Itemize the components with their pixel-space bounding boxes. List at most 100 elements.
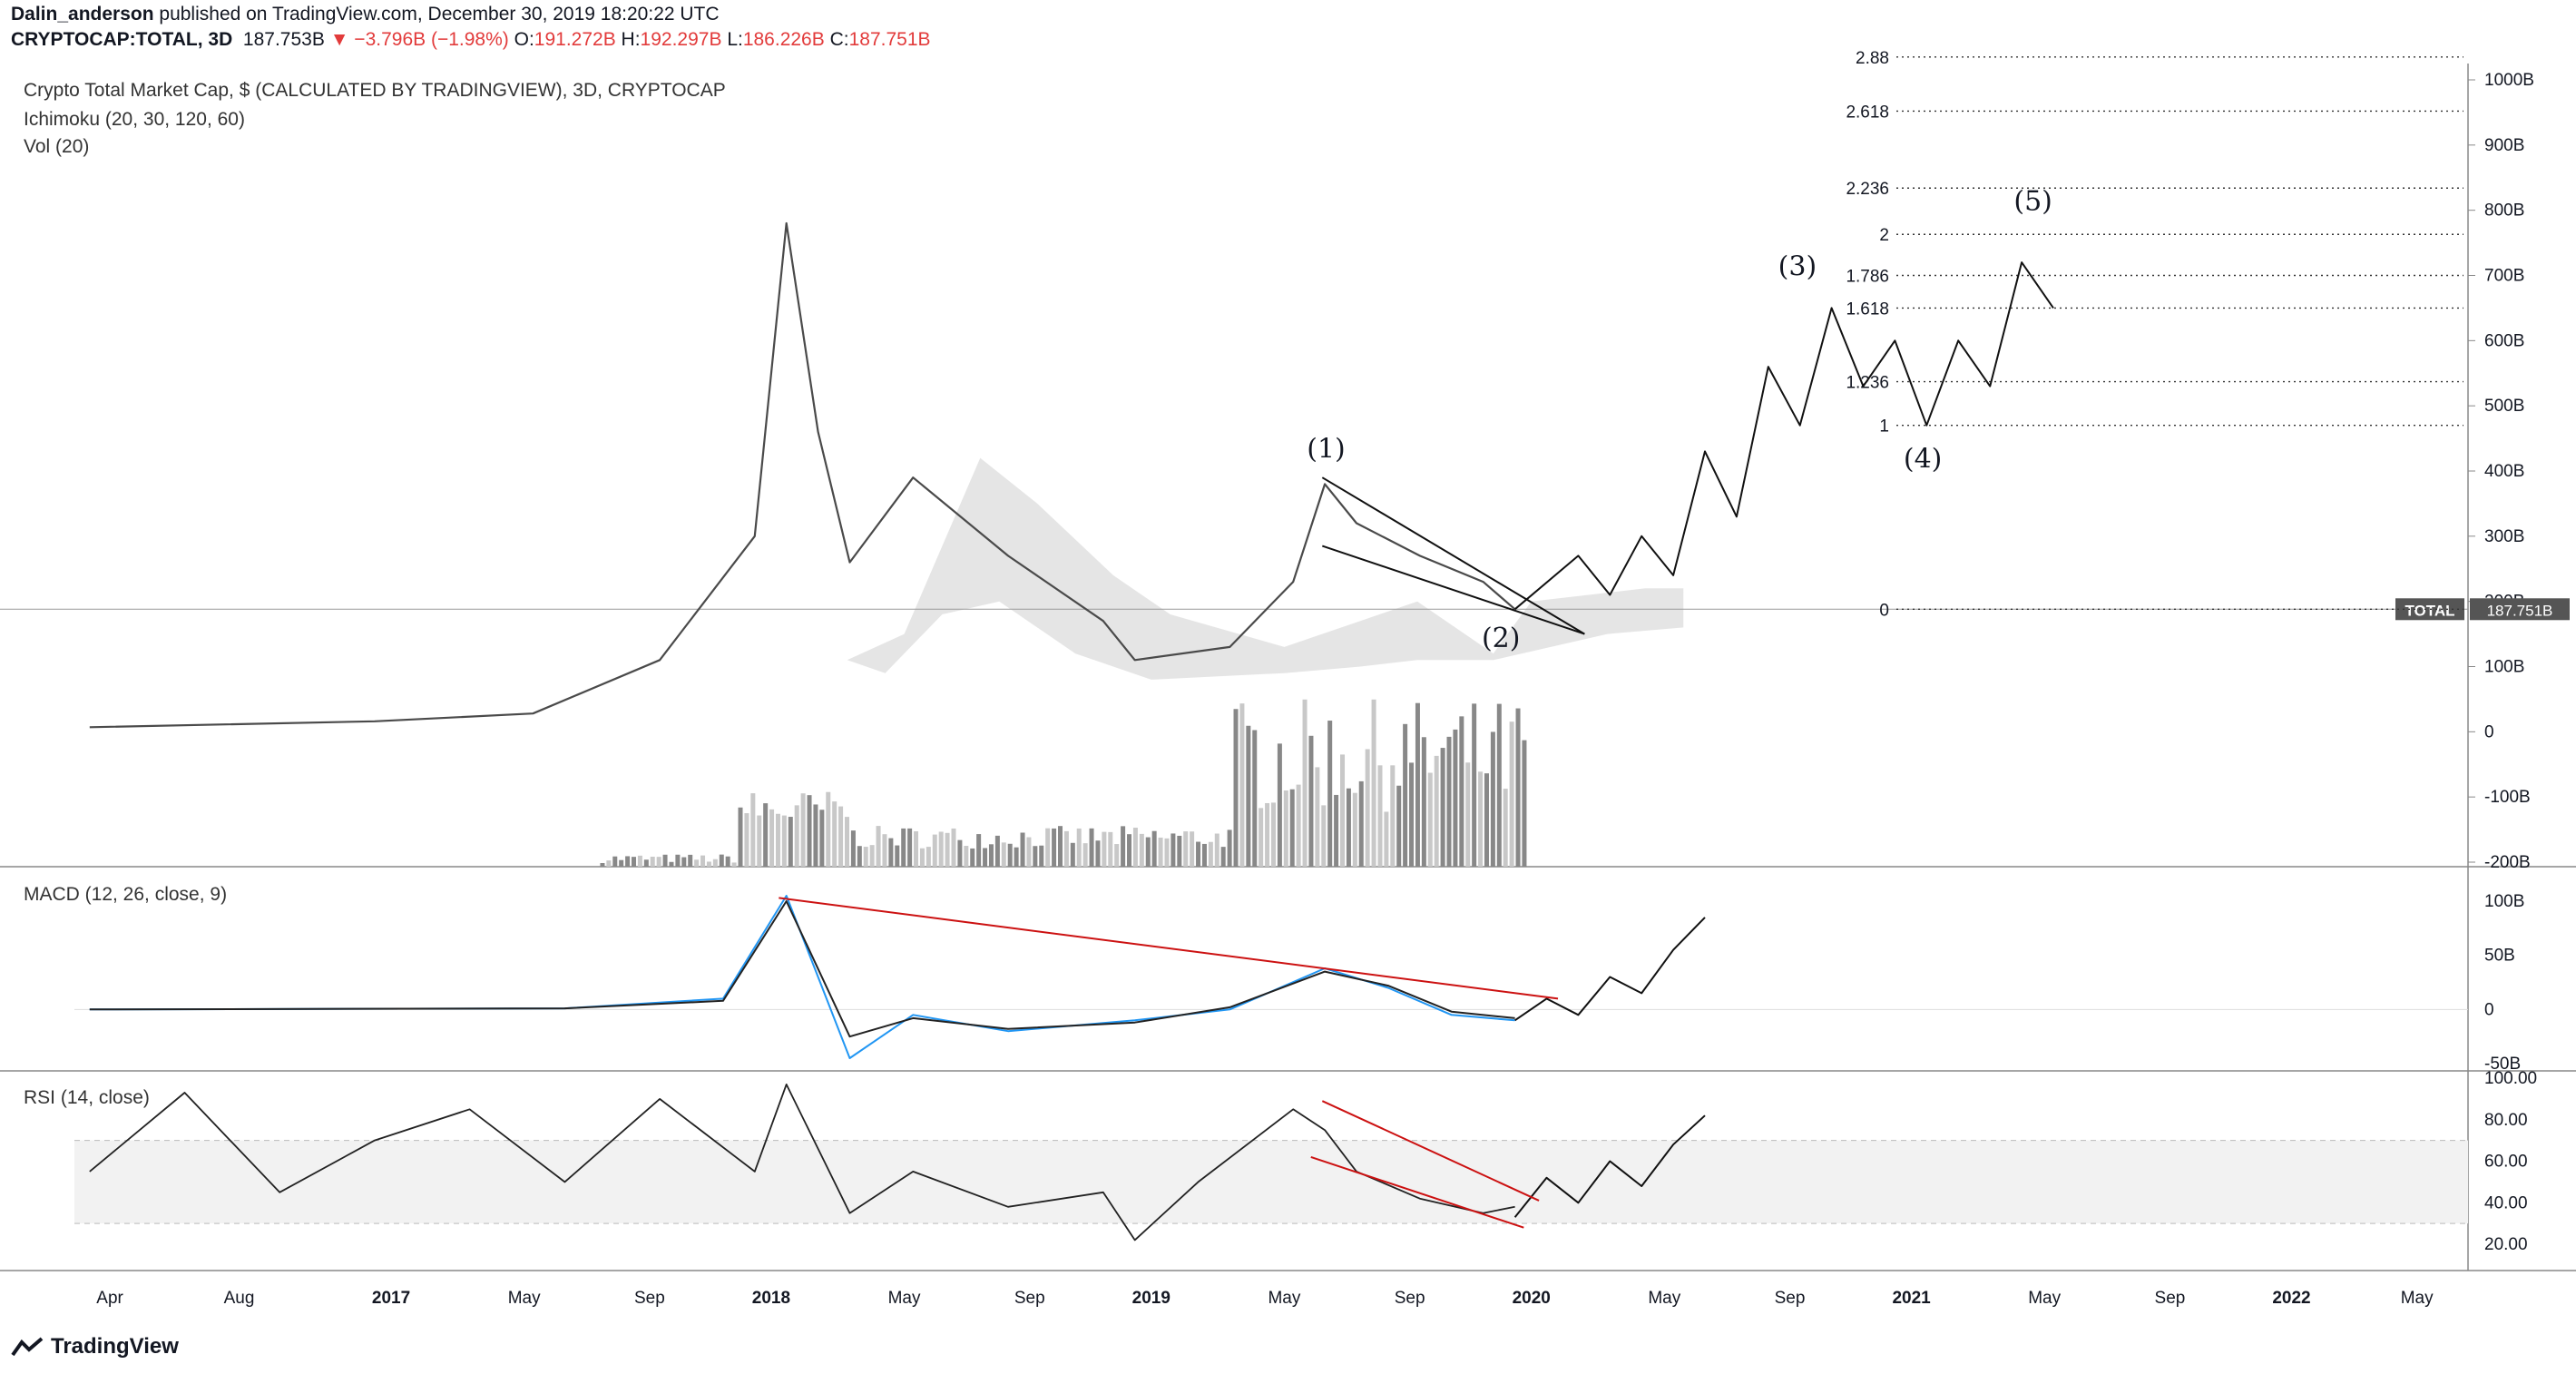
volume-bar <box>600 862 605 867</box>
close-value: 187.751B <box>848 29 931 50</box>
volume-bar <box>1365 749 1370 867</box>
volume-bar <box>1484 773 1489 867</box>
volume-bar <box>1164 838 1170 867</box>
volume-bar <box>637 855 642 867</box>
volume-bar <box>1515 708 1521 867</box>
time-axis-label: Sep <box>1775 1289 1806 1308</box>
volume-bar <box>650 857 655 867</box>
macd-trendline <box>779 897 1559 1000</box>
volume-bar <box>1201 843 1207 867</box>
rsi-axis-label: 40.00 <box>2484 1193 2528 1212</box>
time-axis-label: 2022 <box>2272 1289 2310 1308</box>
volume-bar <box>869 845 875 867</box>
price-series-line <box>89 221 1516 729</box>
volume-bar <box>1145 837 1151 867</box>
price-axis-label: 600B <box>2484 331 2524 350</box>
price-axis-label: 400B <box>2484 462 2524 481</box>
volume-bar <box>1052 828 1057 867</box>
wave-label: (1) <box>1307 434 1346 466</box>
main-pane-title[interactable]: Crypto Total Market Cap, $ (CALCULATED B… <box>24 80 726 101</box>
volume-bar <box>1170 833 1176 867</box>
symbol-legend: CRYPTOCAP:TOTAL, 3D 187.753B ▼ −3.796B (… <box>11 29 931 51</box>
publish-info: Dalin_anderson published on TradingView.… <box>11 4 720 25</box>
volume-bar <box>951 828 956 867</box>
price-axis-label: -200B <box>2484 853 2531 872</box>
volume-bar <box>1102 831 1107 867</box>
volume-bar <box>957 839 963 867</box>
volume-bar <box>1252 730 1258 867</box>
wave-label: (5) <box>2013 186 2052 218</box>
volume-bar <box>688 854 693 867</box>
volume-bar <box>1415 702 1420 867</box>
volume-bar <box>994 835 1000 867</box>
volume-bar <box>819 810 825 867</box>
volume-bar <box>1190 831 1195 867</box>
volume-bar <box>1277 743 1282 867</box>
volume-bar <box>1490 731 1495 867</box>
volume-bar <box>1409 762 1415 867</box>
rsi-axis-label: 60.00 <box>2484 1153 2528 1172</box>
volume-bar <box>1453 729 1458 867</box>
volume-bar <box>907 828 913 867</box>
triangle-upper-trendline <box>1321 476 1585 635</box>
volume-bar <box>1121 826 1126 867</box>
volume-bar <box>857 846 862 867</box>
volume-bar <box>1315 767 1320 867</box>
volume-bar <box>863 847 868 867</box>
volume-bar <box>800 793 806 867</box>
price-axis-label: 1000B <box>2484 71 2534 90</box>
rsi-legend[interactable]: RSI (14, close) <box>24 1087 150 1108</box>
volume-bar <box>1308 735 1314 867</box>
wave-label: (4) <box>1904 443 1943 475</box>
volume-bar <box>938 831 944 867</box>
volume-legend[interactable]: Vol (20) <box>24 136 90 157</box>
symbol-name[interactable]: CRYPTOCAP:TOTAL, 3D <box>11 29 233 50</box>
time-axis-label: 2018 <box>752 1289 790 1308</box>
time-axis-label: May <box>888 1289 921 1308</box>
volume-bar <box>1446 736 1452 867</box>
time-axis-label: 2017 <box>372 1289 410 1308</box>
macd-projection-path <box>1514 917 1706 1022</box>
time-axis-label: Sep <box>1395 1289 1425 1308</box>
volume-bar <box>1132 828 1138 867</box>
volume-bar <box>1001 842 1006 867</box>
ichimoku-legend[interactable]: Ichimoku (20, 30, 120, 60) <box>24 109 245 130</box>
volume-bar <box>1478 771 1484 867</box>
volume-bar <box>988 844 994 867</box>
volume-bar <box>1403 723 1408 867</box>
time-axis-label: 2019 <box>1132 1289 1170 1308</box>
open-label: O: <box>514 29 534 50</box>
time-axis-label: Apr <box>96 1289 123 1308</box>
rsi-lower-channel-line <box>1310 1155 1524 1229</box>
tradingview-logo[interactable]: TradingView <box>11 1334 179 1359</box>
tradingview-logo-icon <box>11 1337 44 1357</box>
volume-bar <box>1352 792 1357 867</box>
time-axis-label: May <box>2401 1289 2434 1308</box>
price-axis-label: 100B <box>2484 658 2524 677</box>
volume-bar <box>1465 762 1471 867</box>
volume-bar <box>838 806 844 867</box>
macd-legend[interactable]: MACD (12, 26, close, 9) <box>24 884 228 905</box>
volume-bar <box>1472 703 1477 867</box>
volume-bar <box>694 859 700 867</box>
volume-bar <box>1026 837 1032 867</box>
volume-bar <box>750 793 756 867</box>
wave-label: (2) <box>1482 623 1521 654</box>
volume-bar <box>945 832 950 867</box>
volume-bar <box>1158 837 1163 867</box>
author-name[interactable]: Dalin_anderson <box>11 4 154 25</box>
volume-bar <box>1321 805 1327 867</box>
volume-bar <box>1070 842 1075 867</box>
price-axis-label: 700B <box>2484 267 2524 286</box>
volume-bar <box>1220 847 1226 867</box>
volume-bar <box>1346 788 1351 867</box>
volume-bar <box>1270 802 1276 867</box>
price-axis-label: -100B <box>2484 788 2531 807</box>
volume-bar <box>781 815 787 867</box>
time-axis-label: Aug <box>224 1289 255 1308</box>
volume-bar <box>1139 833 1144 867</box>
volume-bar <box>1440 748 1445 867</box>
volume-bar <box>826 791 831 867</box>
volume-bar <box>1509 721 1514 867</box>
